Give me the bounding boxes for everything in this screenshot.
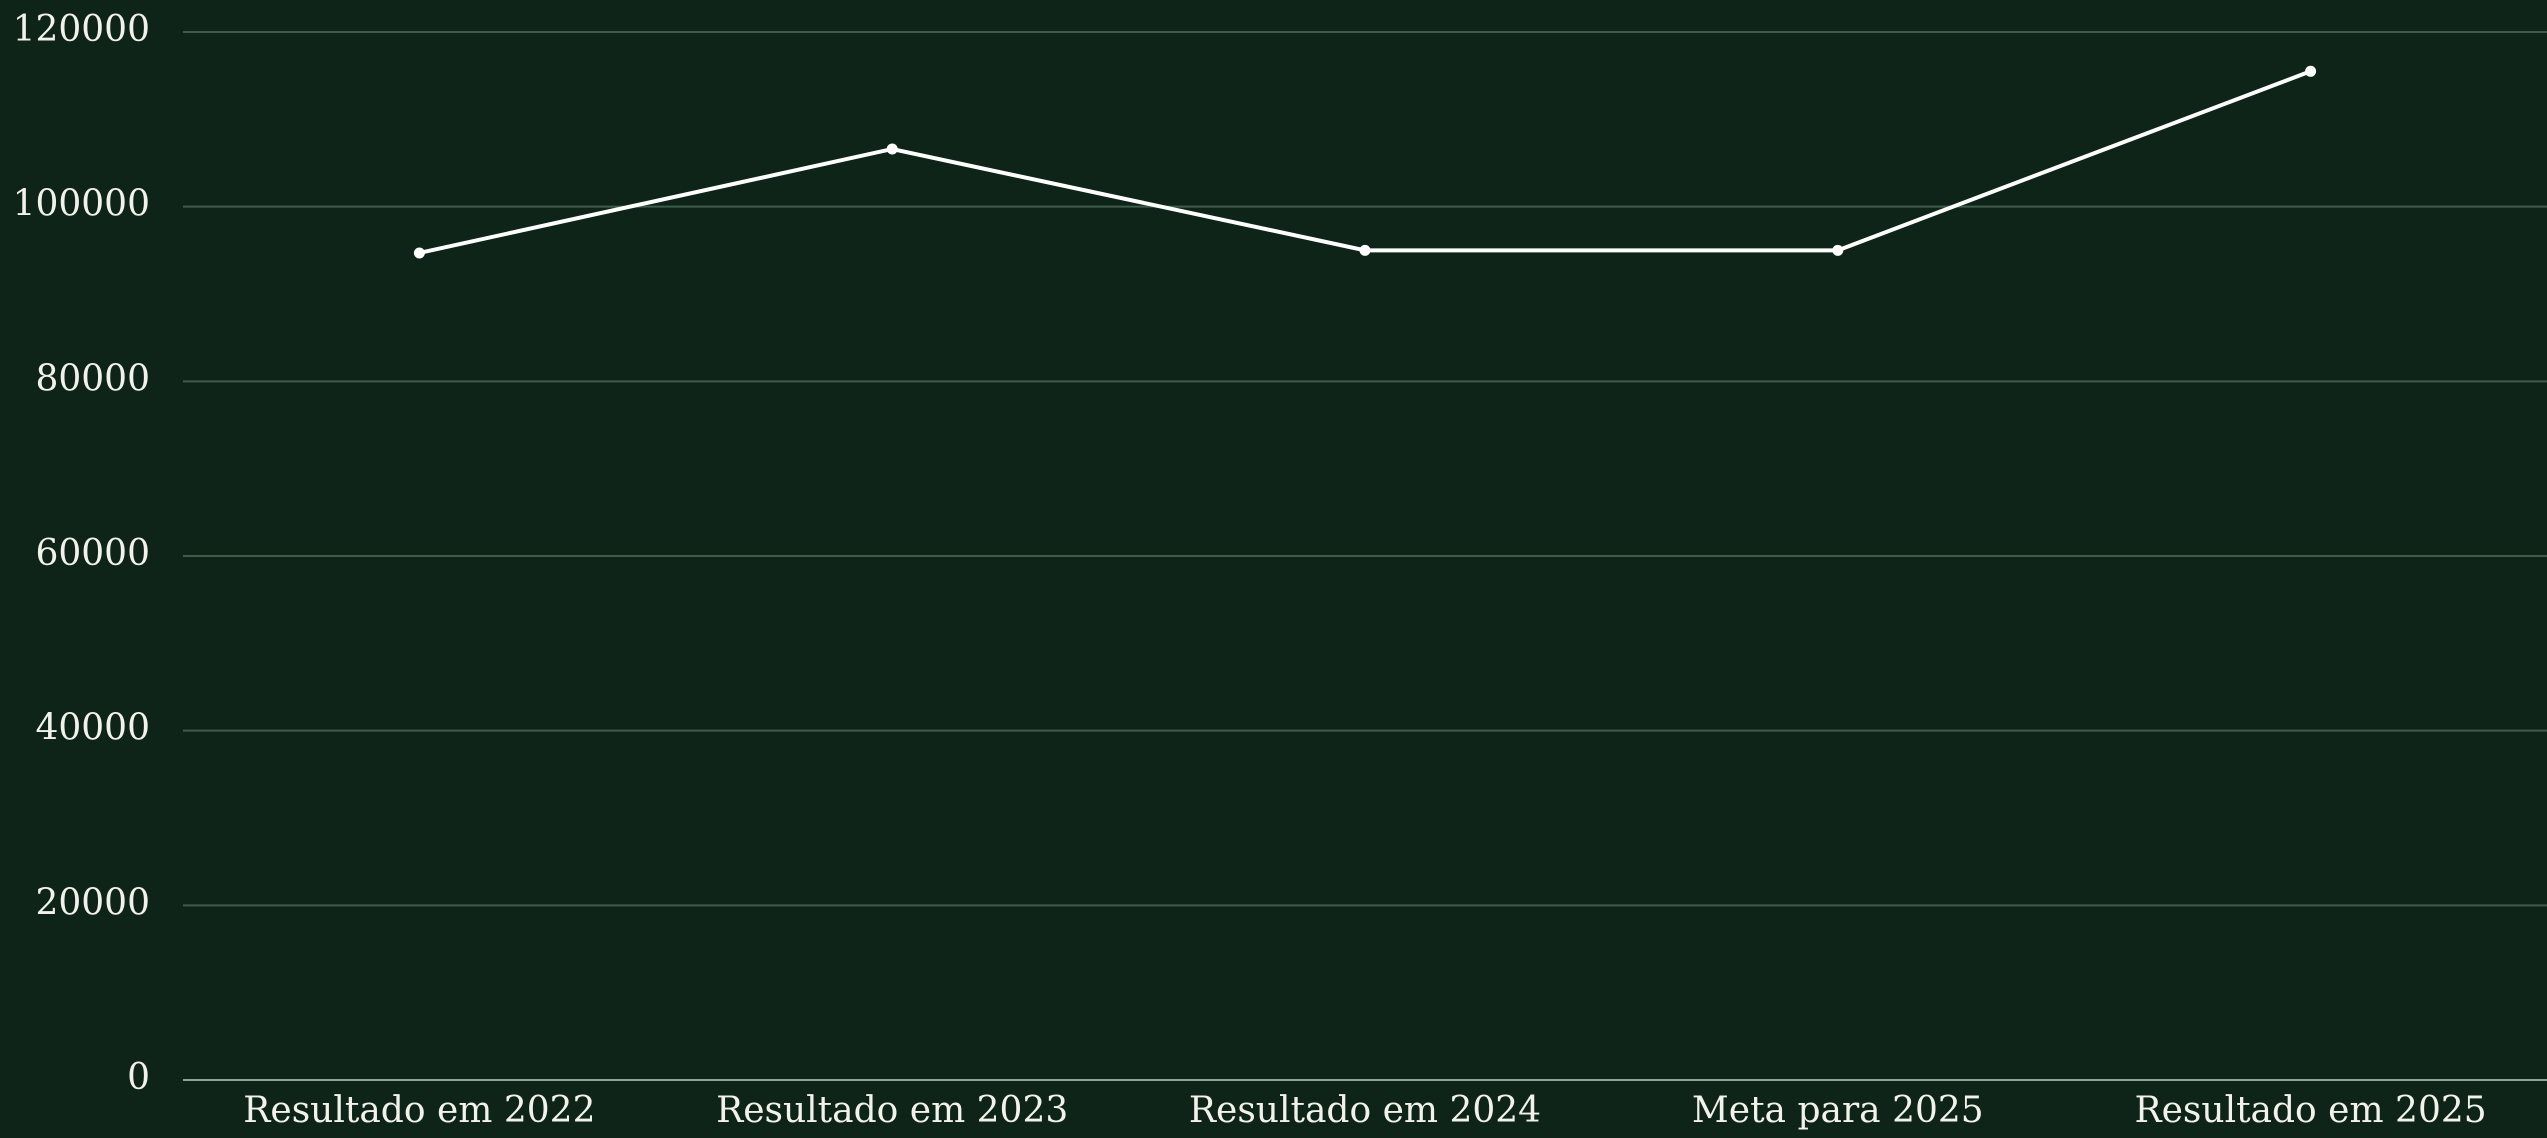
y-tick-label: 20000 bbox=[35, 882, 150, 923]
x-tick-label: Resultado em 2022 bbox=[243, 1090, 595, 1131]
x-tick-label: Meta para 2025 bbox=[1692, 1090, 1984, 1131]
point bbox=[413, 247, 425, 259]
y-tick-label: 40000 bbox=[35, 708, 150, 749]
y-tick-label: 0 bbox=[127, 1057, 150, 1098]
point bbox=[1832, 244, 1844, 256]
x-tick-label: Resultado em 2025 bbox=[2135, 1090, 2487, 1131]
point bbox=[2305, 65, 2317, 77]
x-tick-label: Resultado em 2024 bbox=[1189, 1090, 1541, 1131]
x-tick-label: Resultado em 2023 bbox=[716, 1090, 1068, 1131]
y-tick-label: 120000 bbox=[13, 9, 150, 50]
y-tick-label: 60000 bbox=[35, 533, 150, 574]
y-tick-label: 80000 bbox=[35, 358, 150, 399]
y-tick-label: 100000 bbox=[13, 184, 150, 225]
point bbox=[886, 143, 898, 155]
point bbox=[1359, 244, 1371, 256]
